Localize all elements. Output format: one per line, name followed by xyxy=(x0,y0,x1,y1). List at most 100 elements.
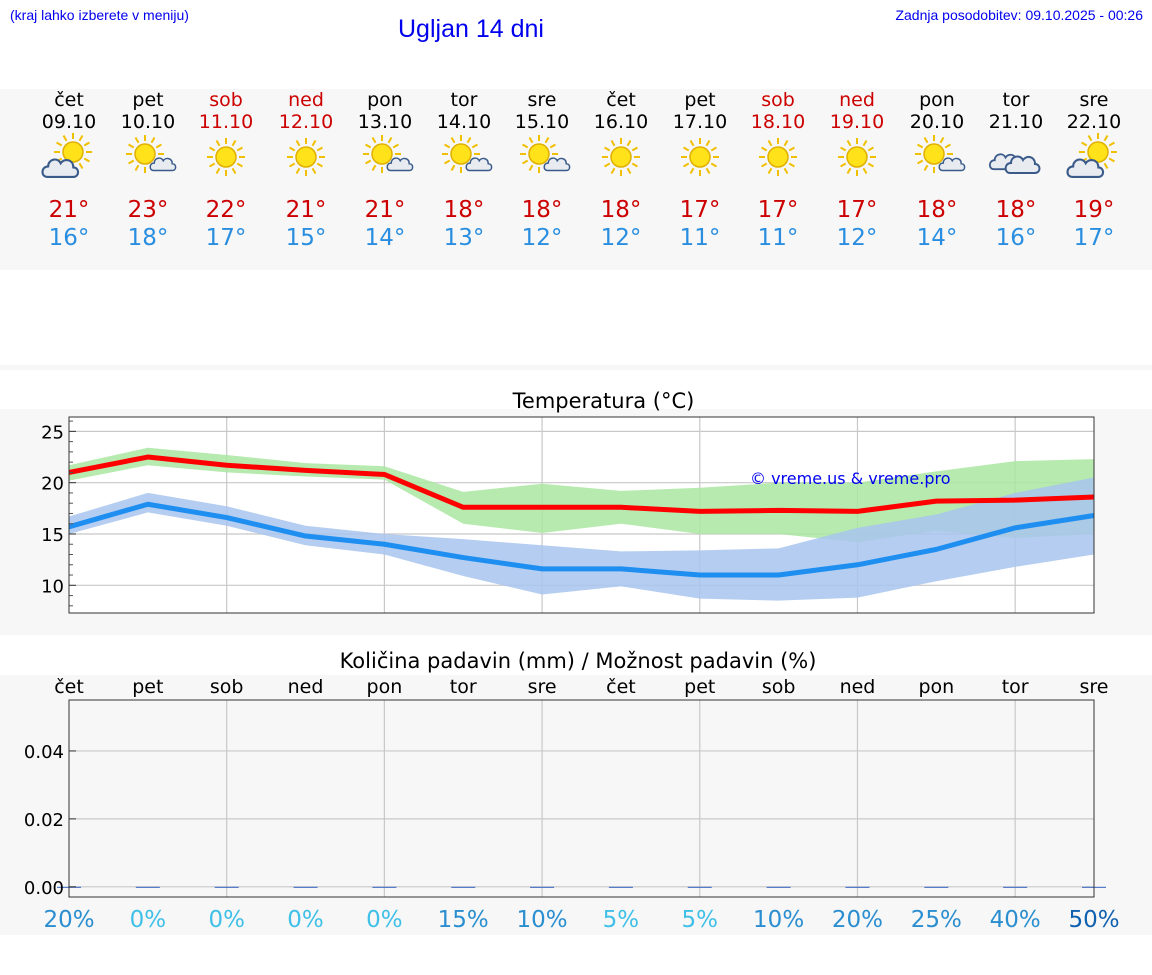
sun-icon xyxy=(748,131,808,183)
x-tick-label: pet xyxy=(684,676,715,698)
y-tick-label: 10 xyxy=(41,576,64,597)
sun-icon xyxy=(670,131,730,183)
day-date: 18.10 xyxy=(750,111,806,133)
sun-small-cloud-icon xyxy=(512,131,572,183)
day-header: čet 16.10 xyxy=(581,89,661,133)
x-tick-label: ned xyxy=(840,676,876,698)
sun-icon xyxy=(591,131,651,183)
max-temperature-line xyxy=(68,454,1095,514)
day-date: 14.10 xyxy=(436,111,492,133)
day-date: 20.10 xyxy=(909,111,965,133)
min-temperature: 13° xyxy=(443,225,485,251)
x-tick-label: tor xyxy=(450,676,477,698)
cloud-icon xyxy=(986,131,1046,183)
day-date: 17.10 xyxy=(672,111,728,133)
day-date: 22.10 xyxy=(1066,111,1122,133)
min-temperature: 12° xyxy=(600,225,642,251)
day-name: tor xyxy=(450,89,478,111)
day-date: 13.10 xyxy=(357,111,413,133)
precipitation-chance-label: 0% xyxy=(366,907,403,933)
x-tick-label: sre xyxy=(528,676,557,698)
separator-band xyxy=(0,365,1152,370)
day-name: čet xyxy=(606,89,636,111)
day-date: 15.10 xyxy=(514,111,570,133)
precipitation-bar xyxy=(293,886,318,888)
y-tick-label: 20 xyxy=(41,474,64,495)
min-temperature: 11° xyxy=(679,225,721,251)
day-name: pon xyxy=(919,89,955,111)
precipitation-chance-label: 20% xyxy=(43,907,94,933)
sun-small-cloud-icon xyxy=(355,131,415,183)
max-temperature: 19° xyxy=(1073,197,1115,223)
max-temperature: 22° xyxy=(205,197,247,223)
y-tick-label: 0.02 xyxy=(24,810,64,831)
x-tick-label: pon xyxy=(918,676,954,698)
precipitation-bar xyxy=(451,886,476,888)
day-date: 16.10 xyxy=(593,111,649,133)
chart-title: Temperatura (°C) xyxy=(512,389,695,413)
day-name: sre xyxy=(1079,89,1109,111)
sun-icon xyxy=(827,131,887,183)
watermark: © vreme.us & vreme.pro xyxy=(750,469,951,488)
plot-frame xyxy=(68,416,1095,614)
sun-icon xyxy=(196,131,256,183)
day-name: čet xyxy=(54,89,84,111)
day-name: tor xyxy=(1002,89,1030,111)
precipitation-chance-label: 25% xyxy=(911,907,962,933)
precipitation-chance-label: 0% xyxy=(208,907,245,933)
max-temperature: 21° xyxy=(285,197,327,223)
day-name: sre xyxy=(527,89,557,111)
day-name: pon xyxy=(367,89,403,111)
x-tick-label: sre xyxy=(1080,676,1109,698)
forecast-band xyxy=(0,89,1152,270)
x-tick-label: pet xyxy=(132,676,163,698)
day-header: sob 18.10 xyxy=(738,89,818,133)
x-tick-label: čet xyxy=(54,676,84,698)
day-header: ned 19.10 xyxy=(817,89,897,133)
min-temperature: 14° xyxy=(916,225,958,251)
min-temperature: 12° xyxy=(836,225,878,251)
y-tick-label: 0.04 xyxy=(24,742,64,763)
day-header: sre 15.10 xyxy=(502,89,582,133)
max-temperature: 17° xyxy=(836,197,878,223)
precipitation-chart: Količina padavin (mm) / Možnost padavin … xyxy=(24,649,1120,933)
precipitation-chance-label: 5% xyxy=(603,907,640,933)
sun-cloud-icon xyxy=(1064,131,1124,183)
sun-small-cloud-icon xyxy=(118,131,178,183)
day-name: pet xyxy=(132,89,164,111)
day-header: pon 13.10 xyxy=(345,89,425,133)
region-hint-link[interactable]: (kraj lahko izberete v meniju) xyxy=(10,7,189,23)
sun-icon xyxy=(276,131,336,183)
max-temperature: 18° xyxy=(916,197,958,223)
precipitation-chance-label: 10% xyxy=(753,907,804,933)
day-date: 12.10 xyxy=(278,111,334,133)
min-temperature: 16° xyxy=(995,225,1037,251)
precipitation-chance-label: 5% xyxy=(682,907,719,933)
y-tick-label: 0.00 xyxy=(24,878,64,899)
sun-small-cloud-icon xyxy=(907,131,967,183)
min-temperature-range-band xyxy=(69,477,1094,601)
precipitation-chance-label: 0% xyxy=(130,907,167,933)
min-temperature: 17° xyxy=(205,225,247,251)
precipitation-bar xyxy=(214,886,239,888)
precipitation-bar xyxy=(608,886,633,888)
day-header: ned 12.10 xyxy=(266,89,346,133)
day-header: sre 22.10 xyxy=(1054,89,1134,133)
max-temperature: 18° xyxy=(995,197,1037,223)
x-tick-label: sob xyxy=(762,676,796,698)
precipitation-chance-label: 40% xyxy=(990,907,1041,933)
x-tick-label: ned xyxy=(288,676,324,698)
precipitation-chance-label: 15% xyxy=(438,907,489,933)
day-header: tor 14.10 xyxy=(424,89,504,133)
max-temperature: 18° xyxy=(521,197,563,223)
max-temperature: 21° xyxy=(364,197,406,223)
max-temperature: 23° xyxy=(127,197,169,223)
precipitation-bar xyxy=(687,886,712,888)
min-temperature: 11° xyxy=(757,225,799,251)
min-temperature: 12° xyxy=(521,225,563,251)
plot-frame xyxy=(68,699,1095,898)
x-tick-label: sob xyxy=(210,676,244,698)
day-header: tor 21.10 xyxy=(976,89,1056,133)
precipitation-bar xyxy=(372,886,397,888)
precipitation-bar xyxy=(1003,886,1028,888)
